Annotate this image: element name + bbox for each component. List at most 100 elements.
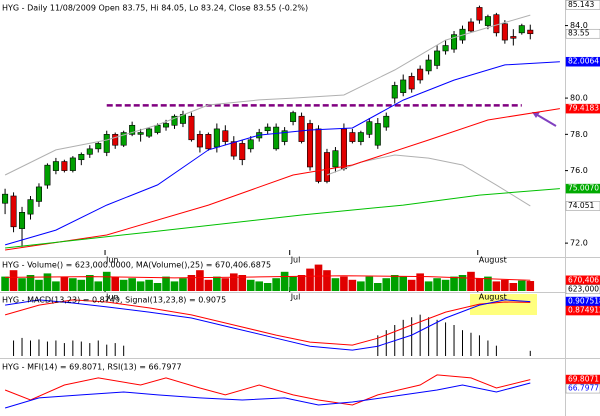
candle-body xyxy=(112,134,119,146)
candle-body xyxy=(391,85,398,99)
value-label: 85.143 xyxy=(568,0,594,9)
candle-body xyxy=(179,114,186,124)
y-tick-label: 78.0 xyxy=(570,130,588,139)
volume-bar xyxy=(77,279,86,291)
candle-body xyxy=(273,126,280,150)
indicator-line xyxy=(4,299,531,346)
candle-body xyxy=(518,25,525,34)
indicator-line xyxy=(5,188,560,249)
candle-body xyxy=(425,59,432,72)
candle-body xyxy=(493,14,500,34)
value-box xyxy=(565,284,600,295)
candle-body xyxy=(298,115,305,142)
candle-body xyxy=(163,123,170,128)
volume-bar xyxy=(484,276,492,291)
candle-body xyxy=(19,212,26,229)
volume-bar xyxy=(94,281,103,291)
candle-body xyxy=(290,112,297,122)
value-label: 623,000 xyxy=(568,284,599,293)
candle-body xyxy=(357,132,364,142)
candle-body xyxy=(78,153,85,161)
volume-bar xyxy=(136,281,145,291)
volume-bar xyxy=(229,273,238,291)
volume-bar xyxy=(441,279,450,291)
volume-bar xyxy=(509,283,518,291)
candle-body xyxy=(120,132,127,146)
volume-bar xyxy=(221,278,230,291)
candle-body xyxy=(129,124,136,135)
volume-bar xyxy=(492,281,501,291)
volume-bar xyxy=(26,275,35,291)
volume-bar xyxy=(280,271,289,291)
panel-title: HYG - MFI(14) = 69.8071, RSI(13) = 66.79… xyxy=(2,363,182,372)
volume-bar xyxy=(357,281,365,291)
x-tick-label: Jul xyxy=(290,293,301,302)
x-tick-label: August xyxy=(479,256,507,265)
volume-bar xyxy=(433,278,441,291)
x-tick-label: Jun xyxy=(105,293,119,302)
value-box xyxy=(565,28,600,39)
candle-body xyxy=(213,128,220,148)
volume-bar xyxy=(399,276,408,291)
candle-body xyxy=(27,199,34,215)
candle-body xyxy=(2,193,9,204)
y-tick-label: 84.0 xyxy=(570,21,588,30)
candle-body xyxy=(103,134,110,153)
volume-bar xyxy=(60,276,69,291)
candle-body xyxy=(95,143,102,150)
volume-bar xyxy=(348,279,357,291)
volume-bar xyxy=(517,280,526,291)
volume-bar xyxy=(323,270,331,291)
volume-bar xyxy=(213,276,221,291)
indicator-line xyxy=(5,108,560,251)
volume-bar xyxy=(128,278,136,291)
panel-title: HYG - Daily 11/08/2009 Open 83.75, Hi 84… xyxy=(2,4,308,13)
volume-bar xyxy=(467,271,475,291)
x-tick-label: Jul xyxy=(290,256,301,265)
value-box xyxy=(565,201,600,211)
value-box xyxy=(565,103,600,114)
candle-body xyxy=(205,134,212,150)
candle-body xyxy=(44,164,51,186)
volume-bar xyxy=(204,279,213,291)
volume-bar xyxy=(373,283,382,291)
candle-body xyxy=(332,150,339,168)
candle-body xyxy=(442,45,449,52)
volume-bar xyxy=(145,279,153,291)
candle-body xyxy=(35,186,42,202)
volume-bar xyxy=(407,279,416,291)
indicator-line xyxy=(4,374,531,406)
candle-body xyxy=(434,50,441,66)
volume-bar xyxy=(272,278,280,291)
candle-body xyxy=(374,123,381,146)
value-label: 66.7977 xyxy=(568,384,599,393)
candle-body xyxy=(467,21,474,32)
value-box xyxy=(565,56,600,67)
candle-body xyxy=(340,128,347,170)
candle-body xyxy=(264,126,271,132)
panel-title: HYG - MACD(13,23) = 0.8749, Signal(13,23… xyxy=(2,296,226,305)
candle-body xyxy=(417,68,424,81)
value-label: 69.8071 xyxy=(568,375,599,384)
volume-bar xyxy=(162,276,170,291)
value-box xyxy=(565,305,600,316)
x-tick-label: Jun xyxy=(105,256,119,265)
candle-body xyxy=(408,76,415,90)
candle-body xyxy=(146,128,153,137)
volume-bar xyxy=(289,276,297,291)
highlight-box xyxy=(470,294,537,315)
volume-bar xyxy=(424,281,433,291)
candle-body xyxy=(307,123,314,168)
value-label: 79.4183 xyxy=(568,104,599,113)
candle-body xyxy=(171,115,178,126)
volume-bar xyxy=(340,276,348,291)
value-box xyxy=(565,383,600,394)
volume-bar xyxy=(18,278,26,291)
candle-body xyxy=(366,121,373,135)
volume-bar xyxy=(52,281,60,291)
volume-bar xyxy=(390,275,399,291)
candle-body xyxy=(400,79,407,93)
value-box xyxy=(565,0,600,10)
volume-bar xyxy=(314,264,323,291)
